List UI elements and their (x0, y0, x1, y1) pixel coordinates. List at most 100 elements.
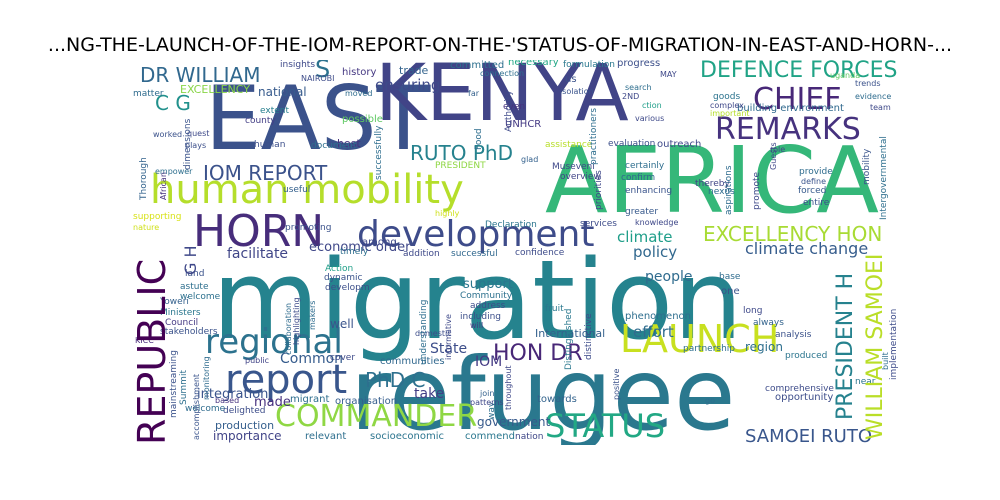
cloud-word: useful (283, 185, 311, 195)
cloud-word: produced (785, 351, 828, 361)
cloud-word: monitoring (202, 356, 211, 400)
cloud-word: will (470, 321, 484, 330)
cloud-word: dimensions (183, 118, 193, 170)
cloud-word: successfully (374, 125, 384, 180)
cloud-word: communities (380, 356, 445, 367)
cloud-word: important (710, 109, 750, 118)
cloud-word: Guests (769, 142, 778, 170)
cloud-word: MAY (660, 70, 677, 79)
cloud-word: moved (345, 89, 373, 98)
cloud-word: public (245, 356, 270, 365)
cloud-word: formulation (563, 60, 615, 70)
cloud-word: thereby (695, 179, 730, 189)
cloud-word: Yoweri (160, 297, 189, 307)
cloud-word: Intergovernmental (879, 136, 889, 220)
cloud-word: ensuring (375, 76, 441, 94)
cloud-word: throughout (504, 365, 513, 410)
cloud-word: STATUS (545, 407, 666, 445)
cloud-word: development (357, 214, 595, 255)
cloud-word: C G (155, 91, 191, 115)
cloud-word: nature (133, 223, 160, 232)
cloud-word: domestic (415, 329, 452, 338)
cloud-word: Summit (179, 370, 189, 405)
cloud-word: Museveni (552, 162, 595, 172)
cloud-word: African (159, 172, 168, 200)
cloud-word: G H (181, 245, 200, 275)
cloud-word: possible (342, 114, 383, 125)
cloud-word: PRESIDENT (435, 161, 486, 171)
cloud-word: mobility (862, 148, 872, 185)
cloud-word: regional (205, 322, 343, 362)
cloud-word: plays (185, 141, 207, 150)
cloud-word: confidence (515, 248, 565, 258)
cloud-word: NAIROBI (301, 74, 335, 83)
cloud-word: comprehensive (765, 384, 834, 394)
cloud-word: WILLIAM SAMOEI (863, 253, 888, 440)
cloud-word: various (635, 114, 665, 123)
cloud-word: mainstreaming (169, 350, 179, 418)
cloud-word: promote (752, 171, 762, 210)
cloud-word: Action (325, 264, 354, 274)
cloud-word: human (254, 140, 286, 150)
cloud-word: search (625, 83, 652, 92)
cloud-word: REMARKS (715, 112, 861, 147)
cloud-word: isolation (560, 87, 594, 96)
cloud-word: address (470, 301, 506, 311)
cloud-word: Ministers (160, 308, 201, 318)
cloud-word: near (855, 377, 876, 387)
cloud-word: State (430, 341, 468, 357)
cloud-word: welcome (180, 292, 221, 302)
cloud-word: fruit (545, 304, 564, 314)
cloud-word: support (463, 277, 513, 292)
cloud-word: delighted (223, 406, 266, 416)
cloud-word: cover (330, 353, 356, 363)
cloud-word: role (770, 145, 786, 154)
cloud-word: uganda (830, 71, 861, 80)
cloud-word: COMMANDER (275, 399, 478, 434)
cloud-word: glad (521, 155, 539, 164)
cloud-word: production (215, 419, 275, 432)
cloud-word: practitioners (589, 107, 599, 165)
cloud-word: facilitate (227, 246, 289, 262)
cloud-word: region (745, 340, 783, 354)
cloud-word: welcome (185, 404, 226, 414)
cloud-word: built (881, 352, 890, 370)
cloud-word: organisation (335, 396, 398, 407)
cloud-word: AFRICA (545, 127, 880, 234)
cloud-word: SAMOEI RUTO (745, 426, 873, 446)
cloud-word: building environment (737, 103, 844, 114)
cloud-word: HON DR (493, 341, 583, 366)
cloud-word: always (753, 318, 784, 328)
cloud-word: EXCELLENCY (180, 83, 250, 96)
cloud-word: supporting (133, 212, 182, 222)
cloud-word: International (535, 327, 606, 340)
cloud-word: KICC (135, 336, 154, 345)
cloud-word: trade (399, 64, 429, 77)
cloud-word: partnership (683, 344, 736, 354)
cloud-word: made (254, 395, 291, 410)
cloud-word: goods (713, 92, 741, 102)
cloud-word: government (477, 415, 551, 429)
cloud-word: HORN (193, 206, 325, 257)
cloud-word: assistance (545, 140, 593, 150)
cloud-word: Food (474, 128, 484, 150)
cloud-word: relevant (305, 431, 347, 442)
cloud-word: Council (165, 318, 199, 328)
cloud-word: even (503, 102, 526, 112)
cloud-word: economic order (309, 240, 411, 255)
cloud-word: trends (855, 79, 881, 88)
cloud-word: IOM (475, 354, 503, 370)
word-cloud: migration refugee AFRICA EAST KENYA human mob… (125, 60, 900, 445)
cloud-word: ction (642, 101, 662, 110)
cloud-word: outreach (657, 139, 702, 150)
cloud-word: towards (537, 394, 577, 405)
cloud-word: PRESIDENT H (833, 272, 858, 420)
cloud-word: stakeholders (160, 327, 218, 337)
cloud-word: accomplishment (192, 373, 201, 440)
cloud-word: analysis (775, 330, 812, 340)
cloud-word: well (330, 317, 354, 331)
cloud-word: Distinguished (564, 308, 574, 370)
cloud-word: RUTO PhD (410, 141, 513, 165)
cloud-word: connection (480, 69, 525, 78)
cloud-word: understanding (419, 299, 429, 365)
